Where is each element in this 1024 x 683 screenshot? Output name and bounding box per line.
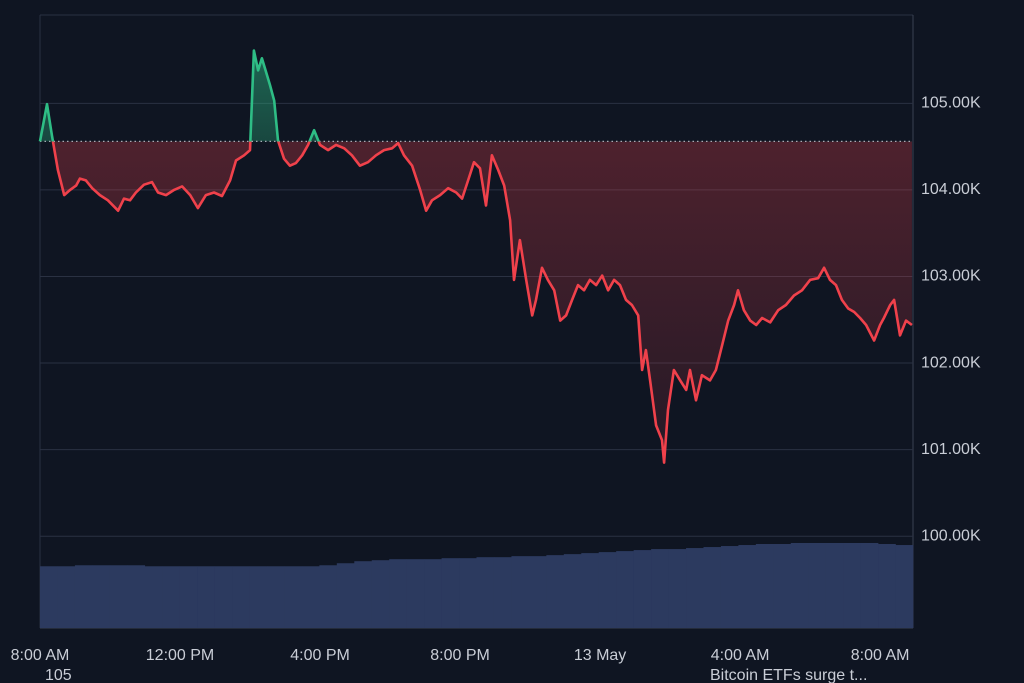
volume-bar [424,559,442,628]
x-tick-label: 8:00 PM [430,647,490,664]
volume-bar [773,544,792,628]
volume-bar [633,550,652,628]
volume-bar [162,566,180,628]
x-tick-label: 12:00 PM [146,647,214,664]
volume-bar [825,543,844,628]
baseline-area [40,50,912,463]
volume-bar [668,549,687,628]
volume-bar [301,566,320,628]
volume-bar [493,557,512,628]
y-tick-label: 105.00K [921,95,981,112]
volume-bar [74,565,93,628]
volume-bar [738,545,757,628]
volume-bar [878,544,896,628]
x-tick-label: 8:00 AM [11,647,70,664]
volume-bar [790,543,809,628]
volume-bar [720,546,739,628]
volume-bar [109,565,128,628]
volume-bar [214,566,233,628]
volume-bar [40,566,58,628]
footer-text: Bitcoin ETFs surge t... [710,667,867,683]
volume-bar [598,552,617,628]
volume-bar [651,549,669,628]
volume-bar [92,565,111,628]
y-tick-label: 101.00K [921,441,981,458]
volume-bar [563,554,582,628]
volume-bar [179,566,198,628]
volume-bar [389,559,407,628]
volume-bar [459,558,477,628]
volume-bar [808,543,826,628]
volume-bar [249,566,268,628]
x-tick-label: 4:00 AM [711,647,770,664]
footer-text: 105 [45,667,72,683]
volume-bar [232,566,250,628]
volume-bar [266,566,285,628]
volume-bar [354,561,373,628]
y-tick-label: 100.00K [921,527,981,544]
volume-bar [616,551,634,628]
volume-bar [546,555,565,628]
volume-bar [528,556,547,628]
volume-bar [127,565,146,628]
x-tick-label: 13 May [574,647,626,664]
volume-bar [441,558,460,628]
volume-bar [476,557,495,628]
volume-bar [703,547,722,628]
volume-bar [895,545,914,628]
volume-bar [57,566,76,628]
volume-bar [860,543,879,628]
volume-bar [686,548,704,628]
volume-bar [581,553,600,628]
volume-bar [755,544,774,628]
y-tick-label: 102.00K [921,354,981,371]
volume-bar [144,566,163,628]
x-tick-label: 8:00 AM [851,647,910,664]
volume-bar [319,565,338,628]
volume-bar [511,556,530,628]
x-tick-label: 4:00 PM [290,647,350,664]
volume-bar [284,566,303,628]
volume-bar [197,566,215,628]
volume-bar [843,543,861,628]
y-tick-label: 104.00K [921,181,981,198]
volume-bar [406,559,425,628]
y-tick-label: 103.00K [921,268,981,285]
volume-bar [336,563,355,628]
price-line [38,49,913,464]
volume-bar [371,560,390,628]
